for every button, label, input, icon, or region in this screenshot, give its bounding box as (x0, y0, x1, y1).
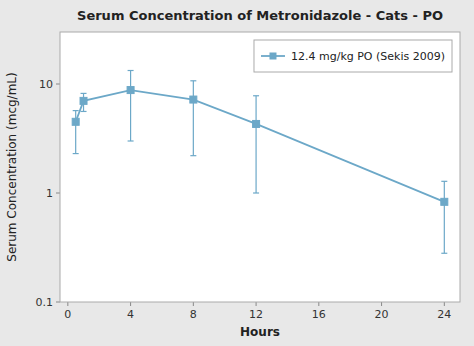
error-bar-stem (444, 181, 445, 253)
error-bar-cap (73, 153, 79, 154)
error-bar-stem (75, 111, 76, 154)
y-tick-label: 0.1 (36, 296, 54, 309)
x-tick-label: 8 (190, 308, 197, 321)
legend-frame (254, 40, 452, 72)
error-bar (190, 81, 196, 156)
point (127, 87, 134, 94)
x-tick (381, 302, 382, 306)
error-bar-cap (253, 95, 259, 96)
error-bar-cap (441, 253, 447, 254)
title: Serum Concentration of Metronidazole - C… (77, 8, 443, 23)
x-tick (193, 302, 194, 306)
x-tick-label: 24 (437, 308, 451, 321)
x-tick-label: 4 (127, 308, 134, 321)
y-axis-label: Serum Concentration (mcg/mL) (5, 72, 19, 261)
point (253, 120, 260, 127)
y-tick (56, 84, 60, 85)
plot-area (60, 32, 460, 302)
y-tick (56, 302, 60, 303)
error-bar (441, 181, 447, 253)
error-bar-cap (128, 140, 134, 141)
series-line (76, 90, 445, 202)
error-bar-stem (130, 71, 131, 141)
error-bar-cap (73, 110, 79, 111)
x-tick-label: 16 (312, 308, 326, 321)
error-bar (128, 71, 134, 141)
data-layer (72, 71, 448, 254)
legend-label: 12.4 mg/kg PO (Sekis 2009) (291, 50, 445, 63)
error-bar (253, 96, 259, 193)
x-tick (318, 302, 319, 306)
error-bar-cap (128, 70, 134, 71)
y-tick (56, 193, 60, 194)
x-tick-label: 12 (249, 308, 263, 321)
point (80, 97, 87, 104)
error-bar-stem (193, 81, 194, 156)
x-tick-label: 20 (375, 308, 389, 321)
point (441, 198, 448, 205)
x-tick (130, 302, 131, 306)
x-tick-label: 0 (64, 308, 71, 321)
page: {"chart_data": {"type": "line", "title":… (0, 0, 474, 346)
plot-frame (60, 32, 460, 302)
x-tick (444, 302, 445, 306)
chart: 0 4 8 12 16 20 24 0.1 1 10 Serum Concentration of … (0, 0, 474, 346)
y-tick-label: 1 (46, 187, 53, 200)
x-tick (256, 302, 257, 306)
error-bar-cap (441, 181, 447, 182)
error-bar-cap (81, 111, 87, 112)
error-bar-cap (81, 93, 87, 94)
legend-swatch-marker (269, 53, 276, 60)
legend: 12.4 mg/kg PO (Sekis 2009) (254, 40, 452, 72)
point (72, 118, 79, 125)
point (190, 96, 197, 103)
y-tick-label: 10 (39, 78, 53, 91)
x-tick (67, 302, 68, 306)
x-axis-label: Hours (240, 325, 280, 339)
error-bar-stem (255, 96, 256, 193)
error-bar-cap (190, 155, 196, 156)
error-bar-cap (253, 192, 259, 193)
error-bar-cap (190, 80, 196, 81)
